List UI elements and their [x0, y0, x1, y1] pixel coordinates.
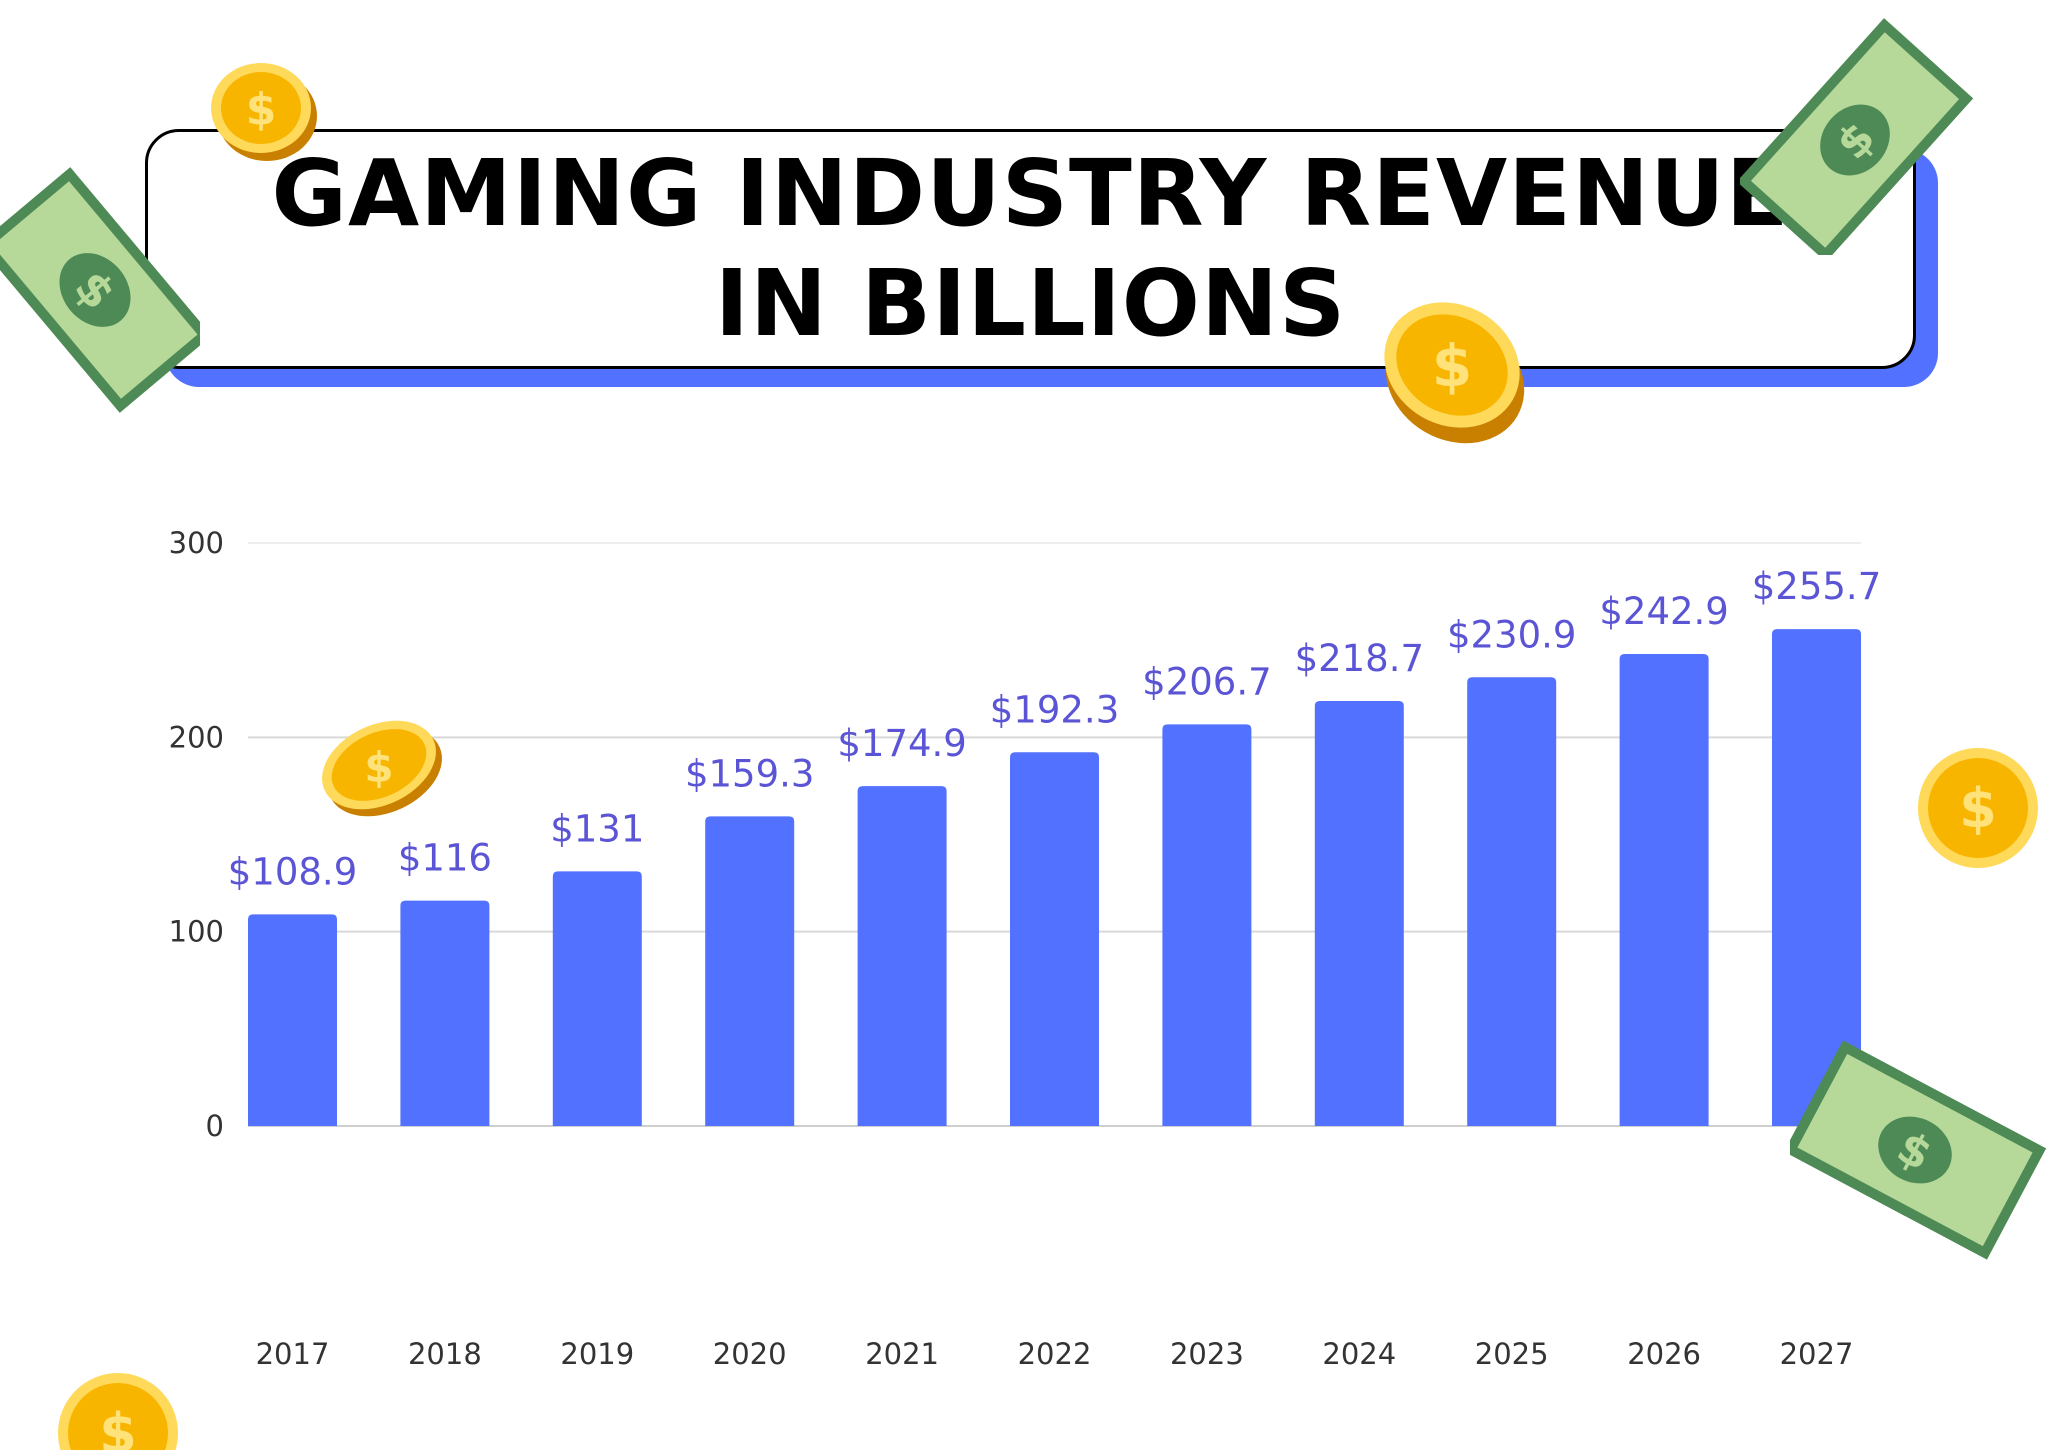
bar: [1314, 700, 1404, 1126]
data-label: $242.9: [1599, 590, 1728, 633]
y-tick-label: 0: [206, 1109, 224, 1143]
bar: [248, 914, 337, 1126]
bar: [1772, 629, 1861, 1126]
bar: [1467, 677, 1557, 1126]
x-tick-label: 2025: [1475, 1337, 1549, 1371]
data-label: $131: [550, 807, 644, 850]
x-tick-label: 2018: [408, 1337, 482, 1371]
x-tick-label: 2017: [256, 1337, 330, 1371]
dollar-bill-icon: $: [0, 167, 200, 413]
bar: [552, 871, 642, 1126]
x-tick-label: 2023: [1170, 1337, 1244, 1371]
data-label: $159.3: [685, 752, 814, 795]
data-label: $230.9: [1447, 613, 1576, 656]
title-line-1: GAMING INDUSTRY REVENUE: [271, 140, 1790, 247]
svg-text:$: $: [246, 84, 277, 135]
x-tick-label: 2026: [1627, 1337, 1701, 1371]
bar: [857, 786, 947, 1126]
data-label: $108.9: [228, 850, 357, 893]
x-tick-label: 2024: [1322, 1337, 1396, 1371]
coin-icon: $: [1384, 302, 1525, 444]
coin-icon: $: [211, 63, 317, 161]
dollar-bill-icon: $: [1790, 1040, 2047, 1260]
dollar-bill-icon: $: [1740, 18, 1974, 255]
x-tick-label: 2021: [865, 1337, 939, 1371]
bar: [400, 900, 490, 1126]
coin-icon: $: [1918, 748, 2038, 868]
data-label: $255.7: [1752, 565, 1881, 608]
title-line-2: IN BILLIONS: [714, 250, 1347, 357]
bar: [1010, 752, 1099, 1126]
svg-text:$: $: [99, 1402, 137, 1450]
y-tick-label: 200: [169, 720, 224, 754]
coin-icon: $: [58, 1373, 178, 1450]
data-label: $192.3: [990, 688, 1119, 731]
svg-text:$: $: [1432, 332, 1472, 400]
svg-text:$: $: [364, 743, 393, 792]
data-label: $174.9: [837, 722, 966, 765]
x-tick-label: 2020: [713, 1337, 787, 1371]
data-label: $218.7: [1295, 637, 1424, 680]
coin-icon: $: [322, 720, 442, 817]
x-tick-label: 2019: [560, 1337, 634, 1371]
data-label: $206.7: [1142, 660, 1271, 703]
svg-text:$: $: [1959, 777, 1997, 840]
title-box: GAMING INDUSTRY REVENUE IN BILLIONS: [145, 129, 1916, 369]
bar: [1162, 724, 1252, 1126]
data-label: $116: [398, 837, 492, 880]
x-tick-label: 2022: [1018, 1337, 1092, 1371]
bar: [1619, 653, 1709, 1126]
y-tick-label: 100: [169, 915, 224, 949]
y-tick-label: 300: [169, 526, 224, 560]
x-tick-label: 2027: [1780, 1337, 1854, 1371]
bar: [705, 816, 795, 1126]
